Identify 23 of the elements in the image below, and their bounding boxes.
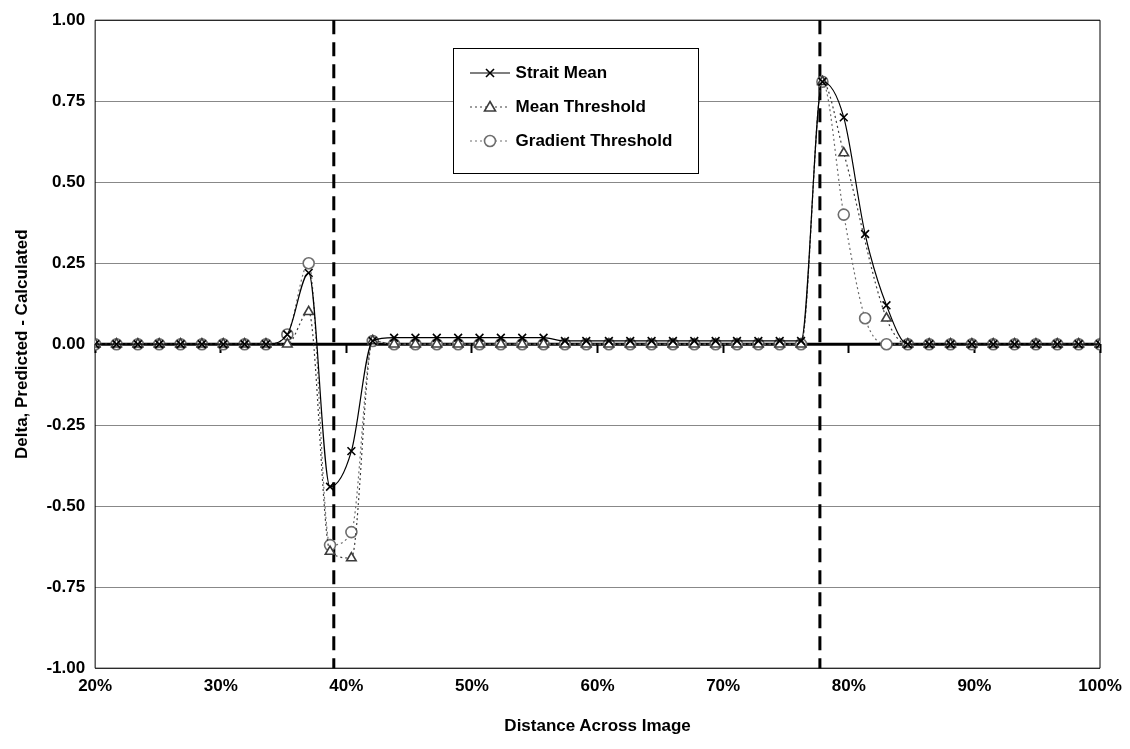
x-tick-label: 50%: [454, 676, 489, 696]
x-axis-title: Distance Across Image: [504, 716, 691, 736]
x-tick-label: 80%: [831, 676, 866, 696]
x-tick-label: 90%: [957, 676, 992, 696]
y-tick-label: -0.50: [46, 495, 86, 515]
y-tick-label: -1.00: [46, 657, 86, 677]
y-tick-label: 0.25: [52, 252, 86, 272]
y-tick-label: 0.00: [52, 333, 86, 353]
x-tick-label: 40%: [329, 676, 364, 696]
legend-label: Mean Threshold: [515, 97, 646, 118]
y-tick-label: -0.25: [46, 414, 86, 434]
x-tick-label: 20%: [78, 676, 113, 696]
y-axis-title: Delta, Predicted - Calculated: [11, 229, 31, 459]
x-tick-label: 30%: [203, 676, 238, 696]
legend-label: Strait Mean: [515, 63, 608, 84]
x-tick-label: 70%: [706, 676, 741, 696]
x-tick-label: 100%: [1078, 676, 1122, 696]
y-tick-label: 0.50: [52, 171, 86, 191]
y-tick-label: -0.75: [46, 576, 86, 596]
y-tick-label: 1.00: [52, 9, 86, 29]
legend-label: Gradient Threshold: [515, 131, 673, 152]
x-tick-label: 60%: [580, 676, 615, 696]
y-tick-label: 0.75: [52, 90, 86, 110]
